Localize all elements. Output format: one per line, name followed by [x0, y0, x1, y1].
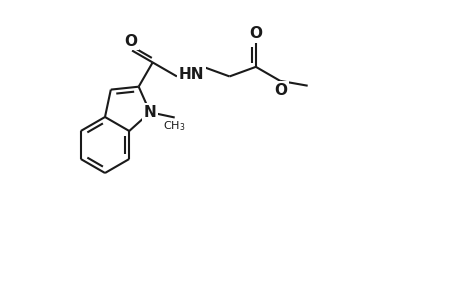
Text: HN: HN: [179, 67, 204, 82]
Text: CH$_3$: CH$_3$: [163, 119, 185, 133]
Text: O: O: [249, 26, 262, 41]
Text: N: N: [143, 105, 156, 120]
Text: O: O: [124, 34, 137, 49]
Text: O: O: [274, 83, 287, 98]
